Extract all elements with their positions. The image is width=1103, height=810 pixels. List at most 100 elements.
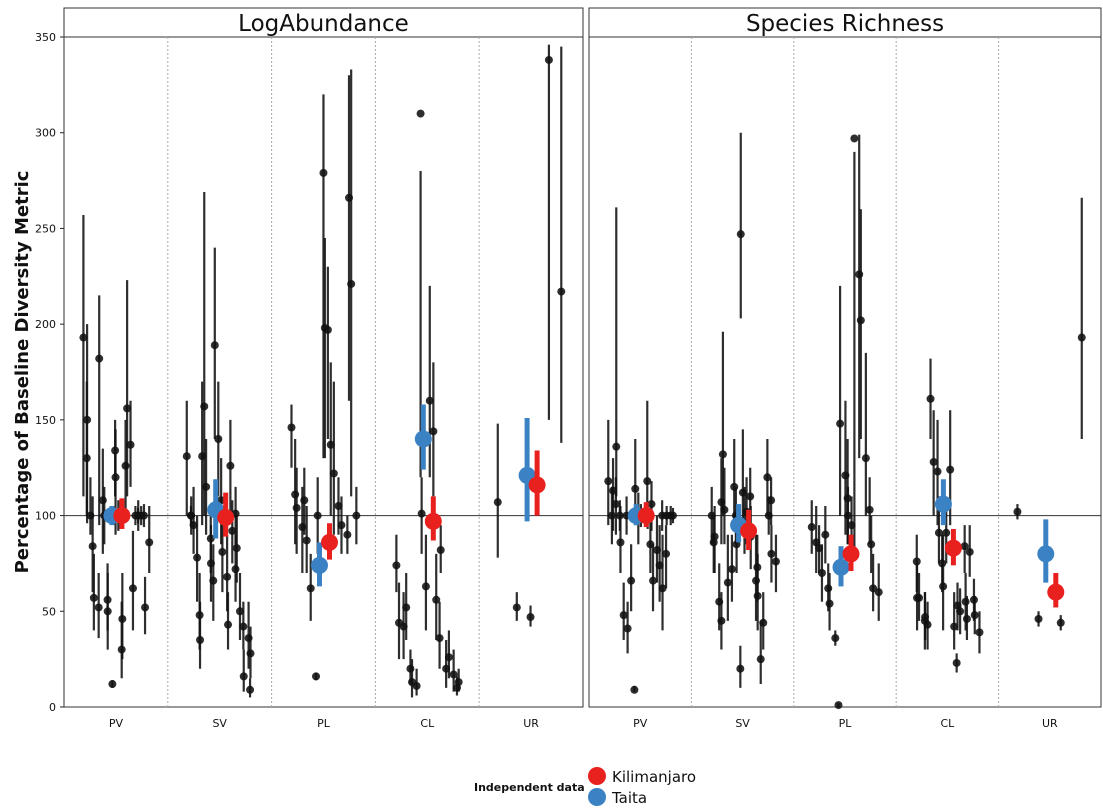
panel-border: [63, 36, 584, 708]
x-tick-label: PL: [317, 717, 331, 730]
study-point: [736, 230, 745, 239]
legend-key-kilimanjaro: [588, 767, 606, 785]
study-point: [718, 450, 727, 459]
y-tick-label: 350: [35, 31, 56, 44]
study-point: [323, 325, 332, 334]
y-tick-label: 0: [49, 701, 56, 714]
study-point: [108, 680, 117, 689]
summary-point-kilimanjaro: [637, 507, 655, 525]
study-point: [834, 701, 843, 710]
summary-point-kilimanjaro: [842, 545, 860, 563]
y-tick-label: 50: [42, 605, 56, 618]
panels-layer: LogAbundance PV SV PL CL UR Species Richness PV…: [63, 7, 1102, 730]
study-point: [720, 505, 729, 514]
study-point: [627, 576, 636, 585]
study-point: [756, 655, 765, 664]
study-point: [429, 427, 438, 436]
study-point: [226, 461, 235, 470]
study-point: [123, 404, 132, 413]
study-point: [767, 496, 776, 505]
study-point: [246, 685, 255, 694]
study-point: [946, 465, 955, 474]
study-point: [929, 457, 938, 466]
study-point: [616, 538, 625, 547]
study-point: [209, 576, 218, 585]
study-point: [717, 616, 726, 625]
study-point: [544, 55, 553, 64]
study-point: [239, 622, 248, 631]
study-point: [942, 528, 951, 537]
summary-point-kilimanjaro: [528, 476, 546, 494]
study-point: [98, 496, 107, 505]
study-point: [861, 454, 870, 463]
study-point: [709, 538, 718, 547]
study-point: [619, 611, 628, 620]
study-point: [763, 473, 772, 482]
study-point: [196, 636, 205, 644]
study-point: [239, 672, 248, 681]
x-tick-label: SV: [735, 717, 750, 730]
y-tick-label: 150: [35, 414, 56, 427]
legend-title: Independent data: [474, 781, 585, 794]
study-point: [444, 653, 453, 662]
legend-label-kilimanjaro: Kilimanjaro: [612, 768, 696, 786]
study-point: [95, 354, 104, 363]
study-point: [246, 649, 255, 658]
study-point: [915, 593, 924, 602]
study-point: [214, 435, 223, 443]
summary-point-kilimanjaro: [740, 522, 758, 540]
study-point: [607, 511, 616, 520]
study-point: [182, 452, 191, 461]
study-point: [287, 423, 296, 432]
x-tick-label: PV: [109, 717, 124, 730]
study-point: [200, 402, 209, 411]
study-point: [939, 582, 948, 591]
study-point: [649, 576, 658, 585]
study-point: [557, 287, 566, 296]
study-point: [647, 500, 656, 509]
study-point: [421, 582, 430, 591]
study-point: [934, 528, 943, 537]
study-point: [224, 620, 233, 629]
study-point: [604, 477, 613, 486]
study-point: [1077, 333, 1086, 342]
study-point: [912, 557, 921, 566]
study-point: [933, 467, 942, 476]
study-point: [343, 530, 352, 539]
study-point: [312, 672, 321, 681]
study-point: [736, 664, 745, 673]
study-point: [821, 530, 830, 539]
study-point: [850, 134, 859, 143]
study-point: [337, 521, 346, 530]
study-point: [662, 549, 671, 558]
study-point: [449, 670, 458, 679]
y-tick-label: 300: [35, 127, 56, 140]
summary-point-taita: [1037, 545, 1055, 563]
study-point: [631, 484, 640, 493]
legend-label-taita: Taita: [611, 789, 647, 807]
study-point: [865, 505, 874, 514]
summary-point-taita: [311, 556, 328, 574]
summary-point-kilimanjaro: [113, 507, 131, 525]
study-point: [193, 553, 202, 562]
study-point: [1056, 618, 1065, 627]
study-point: [611, 500, 620, 509]
study-point: [82, 454, 91, 463]
study-point: [869, 584, 878, 593]
study-point: [126, 440, 135, 449]
study-point: [435, 634, 444, 643]
study-point: [231, 565, 240, 574]
study-point: [306, 584, 315, 593]
study-point: [831, 634, 840, 643]
study-point: [412, 681, 421, 690]
study-point: [1034, 614, 1043, 623]
study-point: [292, 503, 301, 512]
study-point: [329, 469, 338, 478]
study-point: [88, 542, 97, 551]
y-tick-label: 250: [35, 222, 56, 235]
study-point: [392, 561, 401, 570]
panel-strip: [63, 7, 584, 38]
x-tick-label: SV: [212, 717, 227, 730]
study-point: [300, 496, 309, 505]
